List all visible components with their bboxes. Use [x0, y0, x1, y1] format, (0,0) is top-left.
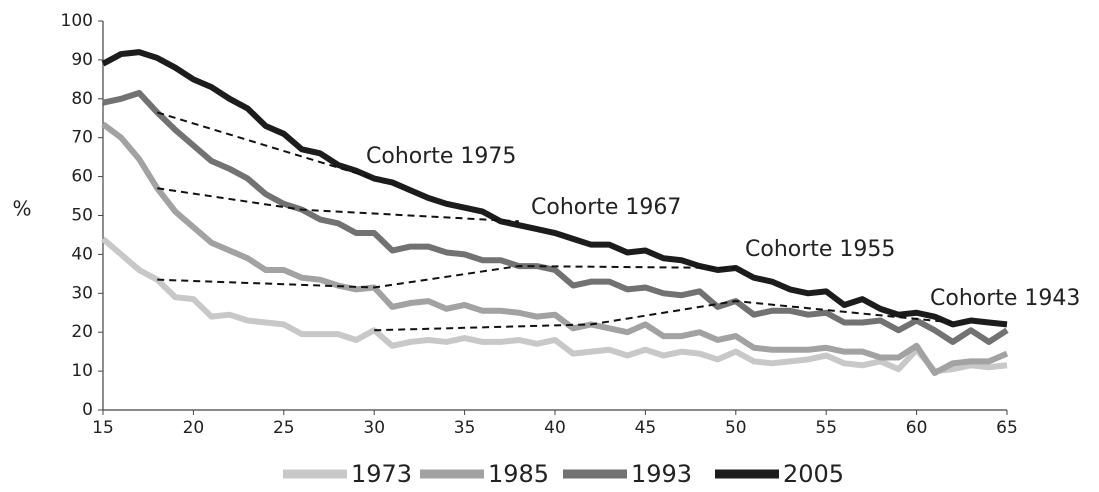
legend-label: 2005 — [783, 460, 844, 488]
x-tick-label: 45 — [635, 418, 657, 438]
x-tick-label: 25 — [273, 418, 295, 438]
x-tick-label: 65 — [996, 418, 1018, 438]
series-line — [101, 121, 1009, 377]
y-tick-label: 70 — [71, 128, 93, 148]
series-line — [102, 89, 1009, 345]
cohort-line — [157, 265, 736, 289]
x-tick-label: 30 — [363, 418, 385, 438]
x-tick-label: 50 — [725, 418, 747, 438]
annotation: Cohorte 1943 — [930, 286, 1080, 311]
x-tick-label: 40 — [544, 418, 566, 438]
x-tick-label: 55 — [815, 418, 837, 438]
y-tick-label: 100 — [61, 11, 93, 31]
series-line — [101, 49, 1008, 328]
y-tick-label: 60 — [71, 167, 93, 187]
y-tick-label: 0 — [82, 400, 93, 420]
series-line — [101, 236, 1008, 375]
y-axis-label: % — [12, 197, 31, 221]
x-tick-label: 15 — [92, 418, 114, 438]
annotation: Cohorte 1967 — [531, 195, 681, 220]
x-tick-label: 35 — [454, 418, 476, 438]
annotation: Cohorte 1955 — [745, 237, 895, 262]
legend-label: 1973 — [351, 460, 412, 488]
y-tick-label: 40 — [71, 244, 93, 264]
y-tick-label: 50 — [71, 206, 93, 226]
cohort-line — [374, 300, 953, 332]
cohort-line — [156, 111, 375, 180]
y-tick-label: 30 — [71, 283, 93, 303]
x-tick-label: 60 — [906, 418, 928, 438]
legend-label: 1985 — [488, 460, 549, 488]
annotation: Cohorte 1975 — [366, 144, 516, 169]
y-tick-label: 80 — [71, 89, 93, 109]
y-tick-label: 90 — [71, 50, 93, 70]
y-tick-label: 20 — [71, 322, 93, 342]
y-tick-label: 10 — [71, 361, 93, 381]
cohort-line — [157, 187, 519, 223]
legend-label: 1993 — [631, 460, 692, 488]
x-tick-label: 20 — [183, 418, 205, 438]
